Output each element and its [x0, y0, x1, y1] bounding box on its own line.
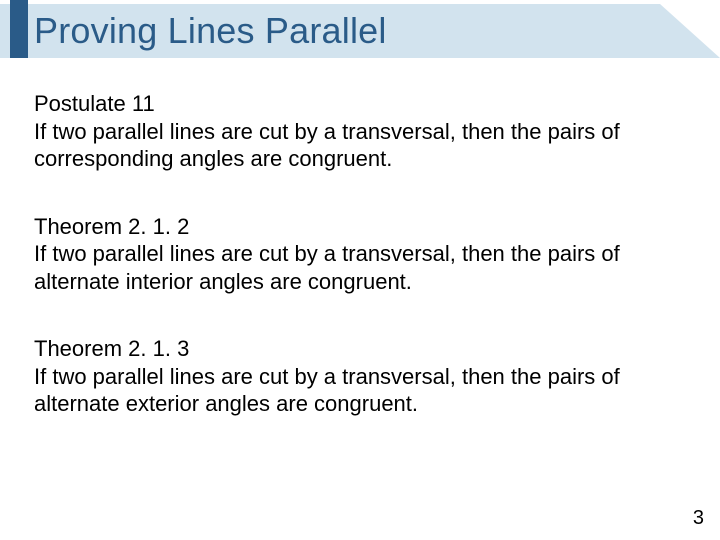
content-block: Theorem 2. 1. 3 If two parallel lines ar… [34, 335, 694, 418]
block-label: Theorem 2. 1. 3 [34, 335, 694, 363]
block-text: If two parallel lines are cut by a trans… [34, 363, 694, 418]
slide-title: Proving Lines Parallel [34, 10, 387, 52]
slide-body: Postulate 11 If two parallel lines are c… [34, 90, 694, 458]
page-number: 3 [693, 507, 704, 530]
block-text: If two parallel lines are cut by a trans… [34, 240, 694, 295]
content-block: Postulate 11 If two parallel lines are c… [34, 90, 694, 173]
block-text: If two parallel lines are cut by a trans… [34, 118, 694, 173]
slide: Proving Lines Parallel Postulate 11 If t… [0, 0, 720, 540]
title-accent-bar [10, 0, 28, 58]
title-band-corner [660, 4, 720, 58]
block-label: Postulate 11 [34, 90, 694, 118]
content-block: Theorem 2. 1. 2 If two parallel lines ar… [34, 213, 694, 296]
block-label: Theorem 2. 1. 2 [34, 213, 694, 241]
